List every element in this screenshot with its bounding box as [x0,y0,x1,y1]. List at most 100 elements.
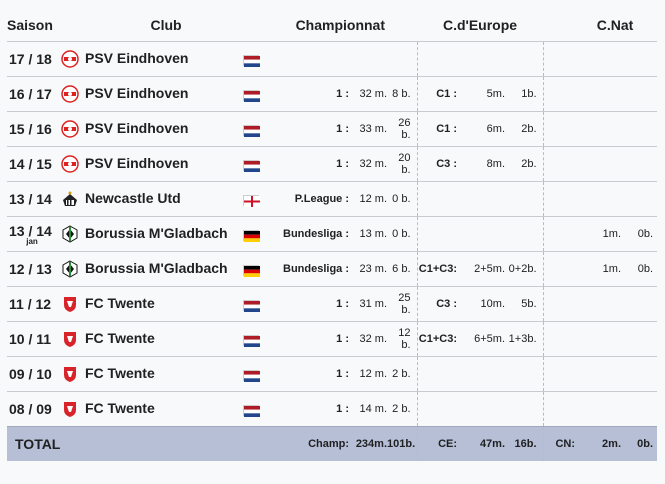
header-saison: Saison [7,17,53,33]
season-label: 16 / 17 [9,86,52,102]
club-name[interactable]: FC Twente [85,294,155,311]
europe-matches: 6+5m. [461,321,506,357]
flag-cell [243,251,272,287]
europe-matches [461,181,506,217]
club-name[interactable]: FC Twente [85,399,155,416]
total-row: TOTAL Champ: 234m. 101b. CE: 47m. 16b. C… [7,426,658,461]
europe-competition: C3 : [416,286,462,322]
nat-goals [621,41,658,77]
season-cell: 16 / 17 [7,76,61,112]
nat-spacer [542,321,582,357]
nat-goals [621,146,658,182]
club-name[interactable]: Borussia M'Gladbach [85,259,228,276]
nl-flag-icon [243,124,260,137]
club-name[interactable]: Newcastle Utd [85,189,181,206]
europe-goals: 1b. [505,76,544,112]
club-cell: PSV Eindhoven [61,111,243,147]
table-row: 13 / 14 jan Borussia M'Gladbach Bundesli… [7,216,658,252]
total-label: TOTAL [7,426,272,461]
nat-spacer [542,356,582,392]
league-competition: Bundesliga : [271,251,350,287]
club-name[interactable]: PSV Eindhoven [85,154,189,171]
season-label: 17 / 18 [9,51,52,67]
europe-competition: C1 : [416,76,462,112]
nat-goals [621,356,658,392]
club-name[interactable]: FC Twente [85,329,155,346]
psv-crest-icon [61,50,79,68]
league-goals: 0 b. [387,181,418,217]
league-competition: 1 : [271,286,350,322]
league-matches: 32 m. [349,146,388,182]
table-row: 14 / 15 PSV Eindhoven 1 : 32 m. 20 b. C3… [7,146,658,182]
season-label: 08 / 09 [9,401,52,417]
nat-matches [581,146,622,182]
league-matches: 31 m. [349,286,388,322]
header-europe: C.d'Europe [442,17,518,33]
league-competition: 1 : [271,76,350,112]
psv-crest-icon [61,85,79,103]
bmg-crest-icon [61,260,79,278]
nat-spacer [542,286,582,322]
season-label: 15 / 16 [9,121,52,137]
league-matches: 32 m. [349,321,388,357]
nl-flag-icon [243,404,260,417]
nat-matches [581,286,622,322]
career-table: Saison Club Championnat C.d'Europe C.Nat… [7,9,658,461]
europe-goals: 2b. [505,146,544,182]
nl-flag-icon [243,54,260,67]
europe-goals [505,41,544,77]
season-cell: 15 / 16 [7,111,61,147]
club-name[interactable]: Borussia M'Gladbach [85,224,228,241]
flag-cell [243,41,272,77]
europe-competition [416,41,462,77]
europe-competition: C1 : [416,111,462,147]
europe-goals [505,181,544,217]
season-cell: 14 / 15 [7,146,61,182]
club-name[interactable]: PSV Eindhoven [85,84,189,101]
europe-matches [461,356,506,392]
total-ce-m: 47m. [461,426,506,461]
europe-competition [416,216,462,252]
twente-crest-icon [61,400,79,418]
total-cn-label: CN: [542,426,582,461]
bmg-crest-icon [61,225,79,243]
header-club: Club [150,17,182,33]
europe-goals: 0+2b. [505,251,544,287]
total-champ-label: Champ: [271,426,350,461]
europe-goals: 1+3b. [505,321,544,357]
league-matches: 13 m. [349,216,388,252]
flag-cell [243,321,272,357]
league-goals: 2 b. [387,356,418,392]
club-cell: PSV Eindhoven [61,146,243,182]
nl-flag-icon [243,89,260,102]
nat-matches: 1m. [581,216,622,252]
nat-goals [621,286,658,322]
season-cell: 11 / 12 [7,286,61,322]
table-row: 15 / 16 PSV Eindhoven 1 : 33 m. 26 b. C1… [7,111,658,147]
season-label: 13 / 14 [9,222,52,239]
nat-matches [581,76,622,112]
club-name[interactable]: PSV Eindhoven [85,119,189,136]
europe-matches [461,216,506,252]
europe-goals: 5b. [505,286,544,322]
nl-flag-icon [243,299,260,312]
flag-cell [243,391,272,427]
season-cell: 10 / 11 [7,321,61,357]
europe-matches [461,41,506,77]
nat-spacer [542,251,582,287]
season-label: 09 / 10 [9,366,52,382]
club-name[interactable]: FC Twente [85,364,155,381]
de-flag-icon [243,264,260,277]
nat-matches: 1m. [581,251,622,287]
flag-cell [243,111,272,147]
season-cell: 17 / 18 [7,41,61,77]
club-cell: FC Twente [61,286,243,322]
table-row: 16 / 17 PSV Eindhoven 1 : 32 m. 8 b. C1 … [7,76,658,112]
club-name[interactable]: PSV Eindhoven [85,49,189,66]
nat-spacer [542,146,582,182]
flag-cell [243,216,272,252]
league-goals: 25 b. [387,286,418,322]
league-competition [271,41,350,77]
table-row: 09 / 10 FC Twente 1 : 12 m. 2 b. [7,356,658,392]
nat-goals: 0b. [621,216,658,252]
